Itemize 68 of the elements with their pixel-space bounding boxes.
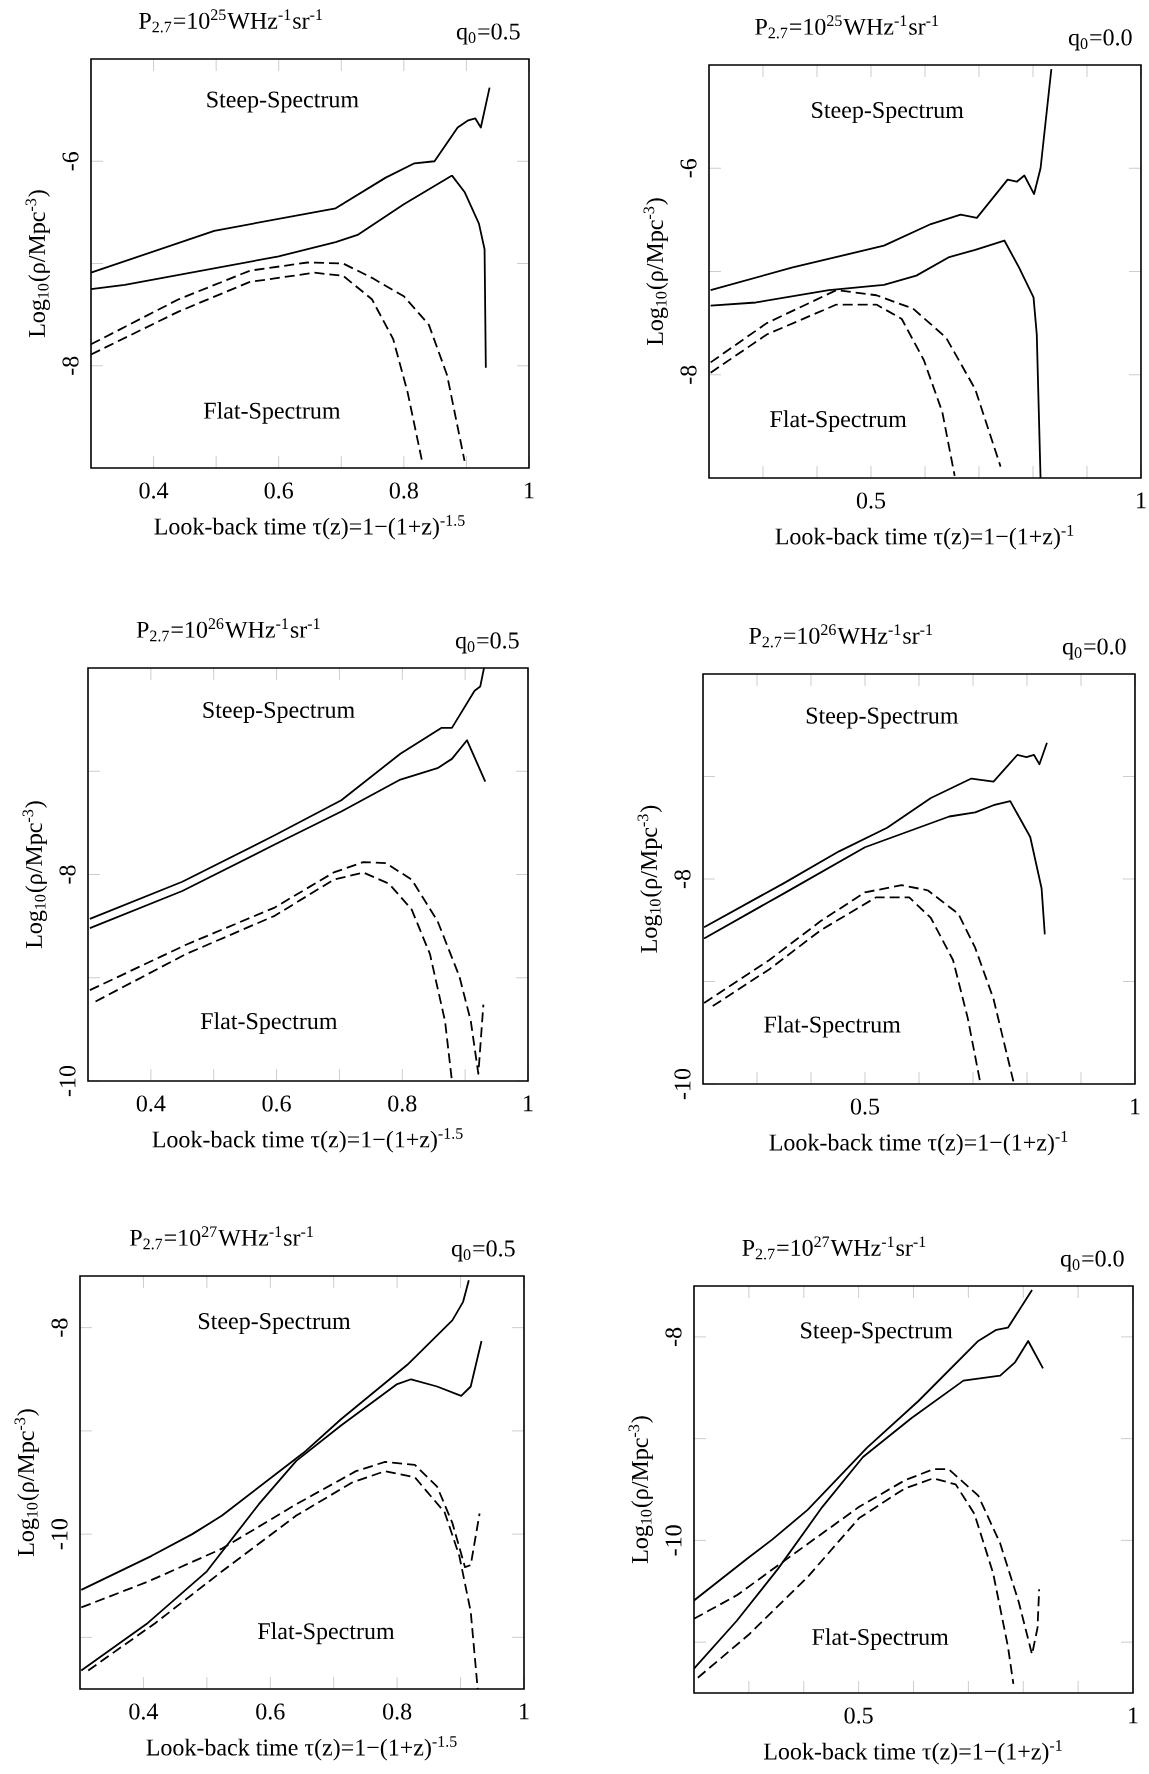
x-axis-title: Look-back time τ(z)=1−(1+z)$^{-1.5}$ (154, 515, 465, 540)
annotation: Flat-Spectrum (770, 410, 907, 433)
line-series (696, 1477, 1015, 1685)
chart-subtitle: q$_{0}$=0.0 (1068, 29, 1132, 51)
x-tick-label: 0.4 (139, 482, 169, 499)
y-tick-label: -10 (59, 1065, 76, 1097)
x-tick-label: 1 (525, 482, 534, 499)
x-tick-label: 0.4 (129, 1703, 159, 1720)
y-tick-label: -10 (674, 1068, 691, 1100)
y-tick-label: -8 (62, 356, 79, 375)
annotation: Steep-Spectrum (203, 701, 355, 723)
x-axis-title: Look-back time τ(z)=1−(1+z)$^{-1}$ (769, 1131, 1068, 1156)
y-tick-label: -8 (665, 1327, 682, 1347)
x-axis-title: Look-back time τ(z)=1−(1+z)$^{-1}$ (763, 1740, 1062, 1765)
y-tick-label: -10 (665, 1525, 682, 1556)
chart-title: P$_{2.7}$=10$^{25}$WHz$^{-1}$sr$^{-1}$ (139, 9, 322, 33)
annotation: Flat-Spectrum (812, 1628, 949, 1650)
annotation: Flat-Spectrum (764, 1015, 901, 1038)
y-axis-title: Log$_{10}$(ρ/Mpc$^{-3}$) (14, 1409, 39, 1557)
x-tick-label: 0.6 (256, 1703, 285, 1720)
annotation: Steep-Spectrum (806, 707, 959, 729)
x-tick-label: 1 (520, 1703, 529, 1720)
chart-subtitle: q$_{0}$=0.0 (1062, 638, 1126, 660)
annotation: Flat-Spectrum (258, 1622, 395, 1645)
annotation: Steep-Spectrum (198, 1313, 351, 1335)
y-tick-label: -8 (674, 869, 691, 889)
y-tick-label: -6 (680, 158, 697, 178)
y-tick-label: -8 (59, 865, 76, 884)
x-axis-title: Look-back time τ(z)=1−(1+z)$^{-1.5}$ (152, 1128, 463, 1153)
chart-title: P$_{2.7}$=10$^{26}$WHz$^{-1}$sr$^{-1}$ (749, 624, 933, 648)
x-tick-label: 0.6 (262, 1095, 291, 1112)
x-axis-title: Look-back time τ(z)=1−(1+z)$^{-1.5}$ (146, 1736, 457, 1761)
x-tick-label: 0.8 (388, 1095, 417, 1112)
chart-title: P$_{2.7}$=10$^{25}$WHz$^{-1}$sr$^{-1}$ (755, 15, 939, 39)
y-tick-label: -8 (680, 365, 697, 384)
annotation: Flat-Spectrum (200, 1012, 338, 1035)
x-tick-label: 0.8 (383, 1703, 412, 1720)
chart-subtitle: q$_{0}$=0.5 (456, 23, 520, 45)
line-series (94, 871, 453, 1081)
x-tick-label: 1 (1129, 1707, 1138, 1724)
annotation: Steep-Spectrum (812, 102, 964, 124)
chart-title: P$_{2.7}$=10$^{26}$WHz$^{-1}$sr$^{-1}$ (136, 618, 320, 642)
x-tick-label: 0.5 (856, 492, 886, 509)
x-tick-label: 0.5 (844, 1707, 873, 1724)
chart-subtitle: q$_{0}$=0.5 (455, 632, 519, 654)
x-tick-label: 1 (1131, 1098, 1140, 1115)
x-tick-label: 0.8 (389, 482, 418, 499)
chart-subtitle: q$_{0}$=0.0 (1060, 1250, 1124, 1272)
y-tick-label: -6 (62, 151, 79, 171)
chart-title: P$_{2.7}$=10$^{27}$WHz$^{-1}$sr$^{-1}$ (742, 1236, 926, 1260)
x-axis-title: Look-back time τ(z)=1−(1+z)$^{-1}$ (775, 525, 1074, 550)
chart-subtitle: q$_{0}$=0.5 (451, 1240, 515, 1262)
y-axis-title: Log$_{10}$(ρ/Mpc$^{-3}$) (22, 801, 47, 949)
x-tick-label: 1 (524, 1095, 533, 1112)
chart-title: P$_{2.7}$=10$^{27}$WHz$^{-1}$sr$^{-1}$ (130, 1226, 313, 1250)
y-tick-label: -8 (51, 1318, 68, 1337)
annotation: Steep-Spectrum (801, 1322, 953, 1344)
x-tick-label: 0.5 (850, 1098, 880, 1115)
annotation: Flat-Spectrum (203, 401, 341, 424)
annotation: Steep-Spectrum (207, 91, 359, 113)
x-tick-label: 0.4 (136, 1095, 166, 1112)
x-tick-label: 1 (1137, 492, 1146, 509)
x-tick-label: 0.6 (264, 482, 293, 499)
y-axis-title: Log$_{10}$(ρ/Mpc$^{-3}$) (643, 198, 669, 346)
y-tick-label: -10 (51, 1519, 68, 1550)
y-axis-title: Log$_{10}$(ρ/Mpc$^{-3}$) (637, 805, 663, 953)
y-axis-title: Log$_{10}$(ρ/Mpc$^{-3}$) (628, 1416, 654, 1564)
y-axis-title: Log$_{10}$(ρ/Mpc$^{-3}$) (25, 190, 50, 338)
